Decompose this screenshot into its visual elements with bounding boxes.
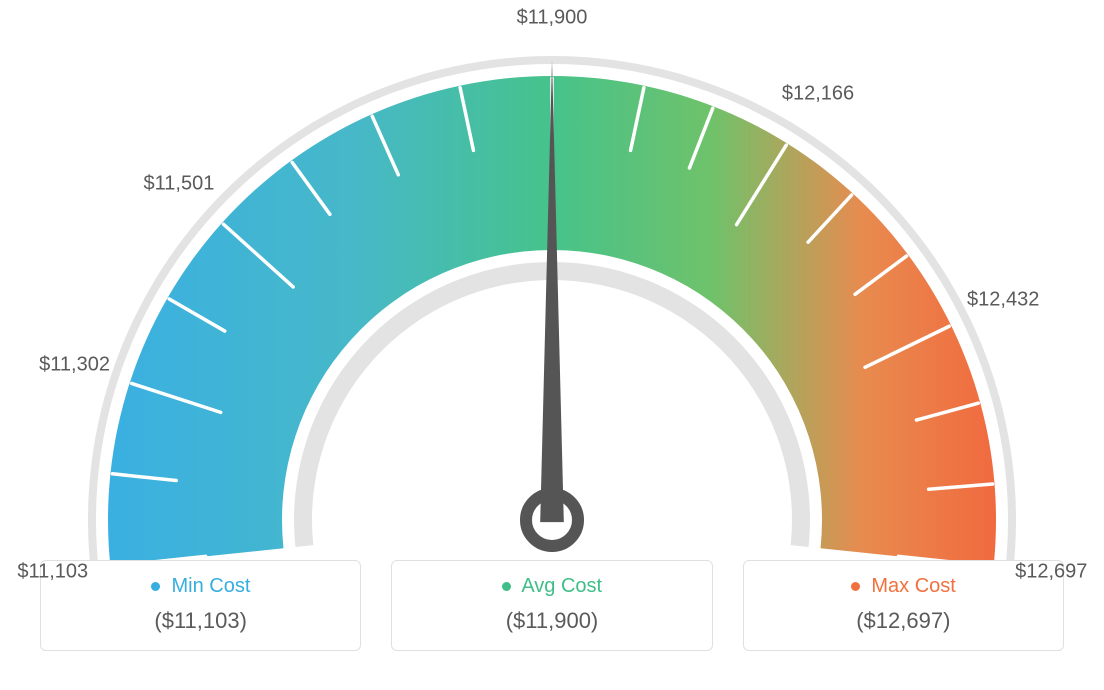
legend-row: Min Cost ($11,103) Avg Cost ($11,900) Ma… (0, 560, 1104, 651)
legend-title-text: Max Cost (871, 575, 955, 597)
legend-title-text: Avg Cost (521, 575, 602, 597)
legend-value-min: ($11,103) (51, 608, 350, 634)
gauge-tick-label: $12,697 (1015, 561, 1087, 584)
dot-icon (851, 582, 860, 591)
dot-icon (151, 582, 160, 591)
legend-value-max: ($12,697) (754, 608, 1053, 634)
gauge-tick-label: $11,900 (517, 7, 588, 30)
gauge-tick-label: $11,103 (17, 561, 88, 584)
gauge-svg (0, 0, 1104, 560)
gauge-tick-label: $12,166 (782, 83, 854, 106)
legend-title-text: Min Cost (171, 575, 250, 597)
dot-icon (502, 582, 511, 591)
legend-card-min: Min Cost ($11,103) (40, 560, 361, 651)
gauge-tick-label: $11,302 (39, 353, 110, 376)
gauge-tick-label: $11,501 (144, 173, 215, 196)
gauge-tick-label: $12,432 (967, 288, 1039, 311)
cost-gauge-chart: $11,103$11,302$11,501$11,900$12,166$12,4… (0, 0, 1104, 560)
legend-value-avg: ($11,900) (402, 608, 701, 634)
legend-title-min: Min Cost (51, 575, 350, 598)
legend-title-max: Max Cost (754, 575, 1053, 598)
legend-card-avg: Avg Cost ($11,900) (391, 560, 712, 651)
legend-title-avg: Avg Cost (402, 575, 701, 598)
